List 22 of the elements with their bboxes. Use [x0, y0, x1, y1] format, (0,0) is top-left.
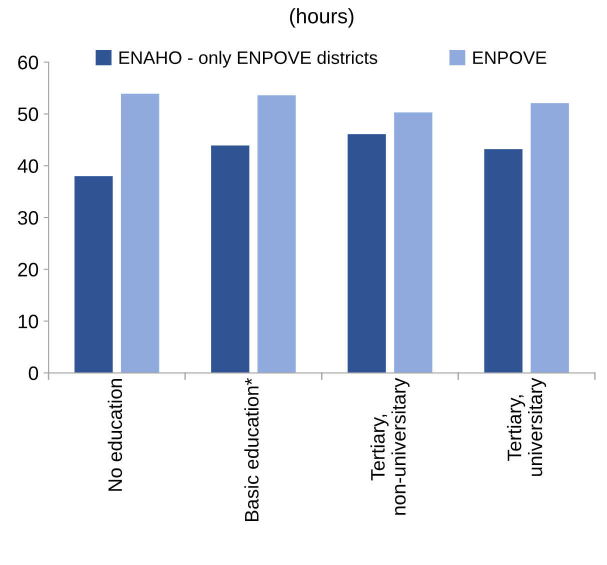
- x-tick-label: Tertiary, universitary: [507, 378, 546, 476]
- bar: [484, 149, 522, 373]
- legend-label: ENAHO - only ENPOVE districts: [120, 50, 378, 68]
- bar: [74, 176, 113, 373]
- bar: [211, 146, 250, 373]
- y-tick-label: 30: [18, 210, 38, 225]
- y-tick-label: 20: [18, 262, 38, 277]
- bar: [348, 134, 386, 373]
- y-tick-label: 50: [18, 107, 38, 122]
- x-tick-label: Basic education*: [244, 378, 259, 522]
- x-tick-label: No education: [108, 379, 122, 491]
- bar: [394, 112, 432, 373]
- bar: [530, 103, 569, 373]
- y-tick-label: 40: [18, 159, 38, 173]
- bar: [120, 94, 160, 373]
- y-tick-label: 10: [18, 314, 38, 328]
- bar: [258, 95, 296, 373]
- y-tick-label: 60: [18, 56, 38, 70]
- chart-title: (hours): [290, 8, 354, 28]
- x-tick-label: Tertiary, non-universitary: [370, 378, 410, 515]
- y-tick-label: 0: [28, 366, 38, 380]
- legend-label: ENPOVE: [473, 51, 546, 64]
